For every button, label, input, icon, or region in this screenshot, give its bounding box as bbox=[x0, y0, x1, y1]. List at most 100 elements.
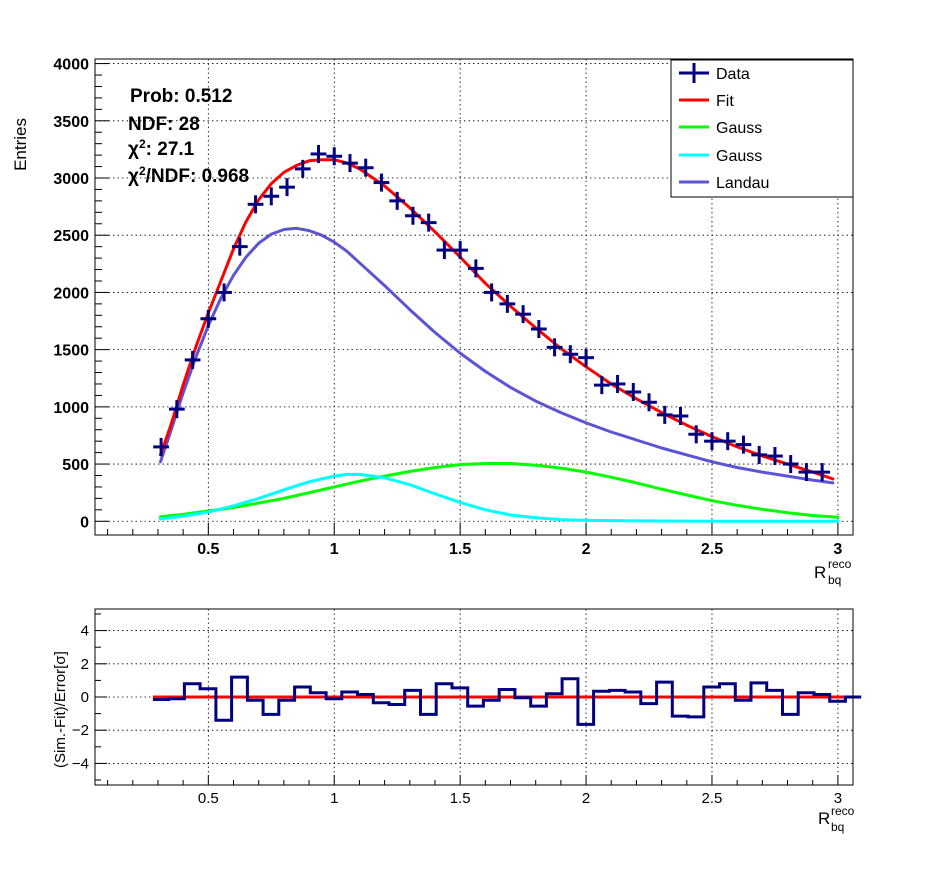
legend: Data Fit Gauss Gauss Landau bbox=[670, 59, 854, 198]
legend-entry-data: Data bbox=[679, 63, 750, 83]
svg-text:Gauss: Gauss bbox=[716, 148, 762, 165]
stat-chi2: χ2: 27.1 bbox=[128, 137, 195, 160]
stat-chi2ndf-sup: 2 bbox=[139, 164, 146, 178]
data-point bbox=[153, 437, 169, 456]
data-point bbox=[515, 305, 531, 324]
y-tick-label-5: 2500 bbox=[53, 228, 89, 245]
data-point bbox=[184, 350, 201, 369]
stat-chi2-value: : 27.1 bbox=[146, 139, 195, 160]
main-plot-frame bbox=[94, 58, 854, 536]
residual-x-axis-label: R bbox=[818, 809, 830, 828]
data-point bbox=[483, 283, 500, 302]
x-tick-label-0: 0.5 bbox=[197, 541, 219, 558]
svg-text:Data: Data bbox=[716, 66, 750, 83]
x-tick-label-4: 2.5 bbox=[701, 541, 723, 558]
data-point bbox=[499, 294, 516, 313]
curve-gauss-2 bbox=[159, 472, 840, 523]
data-point bbox=[672, 407, 689, 425]
data-point bbox=[530, 320, 547, 339]
data-point bbox=[546, 338, 563, 357]
data-point bbox=[688, 425, 705, 444]
data-point bbox=[436, 241, 453, 260]
data-point bbox=[641, 393, 657, 412]
main-plot-axes: 0.5 1 1.5 2 2.5 3 0 500 1000 1500 2000 2500 3000 3500… bbox=[53, 57, 842, 558]
residual-x-axis-label-sup: reco bbox=[831, 804, 855, 818]
legend-entry-landau: Landau bbox=[679, 175, 769, 192]
data-point bbox=[751, 445, 768, 464]
res-x-tick-label-2: 1.5 bbox=[450, 790, 471, 807]
y-tick-label-3: 1500 bbox=[53, 343, 89, 360]
res-x-tick-label-1: 1 bbox=[330, 790, 338, 807]
svg-text:Gauss: Gauss bbox=[716, 120, 762, 137]
y-tick-label-7: 3500 bbox=[53, 114, 89, 131]
res-y-tick-label-3: 2 bbox=[81, 656, 89, 673]
data-point bbox=[216, 283, 232, 302]
residual-x-axis-label-sub: bq bbox=[831, 820, 844, 834]
data-point bbox=[609, 374, 626, 393]
main-x-axis-label-sup: reco bbox=[828, 557, 852, 571]
res-y-tick-label-2: 0 bbox=[81, 689, 89, 706]
fit-statistics: Prob: 0.512 NDF: 28 χ2: 27.1 χ2/NDF: 0.9… bbox=[128, 86, 249, 187]
main-y-axis-label: Entries bbox=[11, 118, 30, 171]
data-point bbox=[782, 455, 799, 474]
data-point bbox=[452, 241, 469, 260]
stat-chi2ndf-value: /NDF: 0.968 bbox=[146, 166, 249, 187]
residual-y-axis-label: (Sim.-Fit)/Error[σ] bbox=[52, 651, 69, 768]
stat-chi2-sup: 2 bbox=[139, 137, 146, 151]
y-tick-label-4: 2000 bbox=[53, 285, 89, 302]
data-point bbox=[656, 405, 673, 424]
residual-plot-axes: 0.5 1 1.5 2 2.5 3 −4 −2 0 2 4 bbox=[72, 613, 842, 807]
res-x-tick-label-0: 0.5 bbox=[198, 790, 219, 807]
res-y-tick-label-1: −2 bbox=[72, 722, 89, 739]
curve-gauss-1 bbox=[159, 462, 840, 519]
legend-entry-gauss-2: Gauss bbox=[679, 148, 762, 165]
data-point bbox=[231, 237, 248, 256]
data-point bbox=[405, 206, 421, 225]
data-point bbox=[279, 178, 295, 197]
legend-entry-fit: Fit bbox=[679, 93, 734, 110]
data-point bbox=[263, 187, 280, 206]
y-tick-label-1: 500 bbox=[62, 457, 89, 474]
data-point bbox=[200, 309, 217, 328]
curve-landau-3 bbox=[159, 226, 835, 485]
data-point bbox=[247, 195, 264, 214]
x-tick-label-1: 1 bbox=[330, 541, 339, 558]
stat-ndf: NDF: 28 bbox=[128, 114, 200, 135]
data-point bbox=[326, 147, 343, 166]
data-point bbox=[294, 159, 311, 178]
data-point bbox=[389, 191, 406, 210]
data-point bbox=[767, 447, 783, 466]
y-tick-label-0: 0 bbox=[80, 514, 89, 531]
svg-text:Fit: Fit bbox=[716, 93, 734, 110]
data-point bbox=[420, 213, 437, 232]
data-point bbox=[562, 345, 579, 364]
data-point bbox=[357, 158, 374, 177]
curve-fit-0 bbox=[159, 158, 835, 481]
data-point bbox=[310, 144, 327, 163]
legend-entry-gauss-1: Gauss bbox=[679, 120, 762, 137]
y-tick-label-8: 4000 bbox=[53, 57, 89, 74]
data-point bbox=[168, 400, 185, 419]
y-tick-label-2: 1000 bbox=[53, 400, 89, 417]
x-tick-label-5: 3 bbox=[833, 541, 842, 558]
y-tick-label-6: 3000 bbox=[53, 171, 89, 188]
main-plot-panel: 0.5 1 1.5 2 2.5 3 0 500 1000 1500 2000 2500 3000 3500… bbox=[11, 57, 854, 587]
data-points bbox=[153, 144, 831, 482]
data-point bbox=[625, 382, 642, 401]
data-point bbox=[814, 463, 831, 482]
stat-chi2-symbol: χ bbox=[128, 139, 139, 160]
data-point bbox=[704, 432, 720, 451]
x-tick-label-3: 2 bbox=[582, 541, 591, 558]
main-x-axis-label: R bbox=[814, 563, 826, 582]
data-point bbox=[342, 154, 358, 173]
data-point bbox=[798, 463, 815, 482]
data-point bbox=[735, 435, 752, 454]
res-x-tick-label-3: 2 bbox=[582, 790, 590, 807]
data-point bbox=[719, 432, 736, 451]
res-y-tick-label-4: 4 bbox=[81, 623, 89, 640]
res-x-tick-label-5: 3 bbox=[834, 790, 842, 807]
data-point bbox=[578, 348, 594, 367]
main-x-axis-label-sub: bq bbox=[828, 573, 841, 587]
